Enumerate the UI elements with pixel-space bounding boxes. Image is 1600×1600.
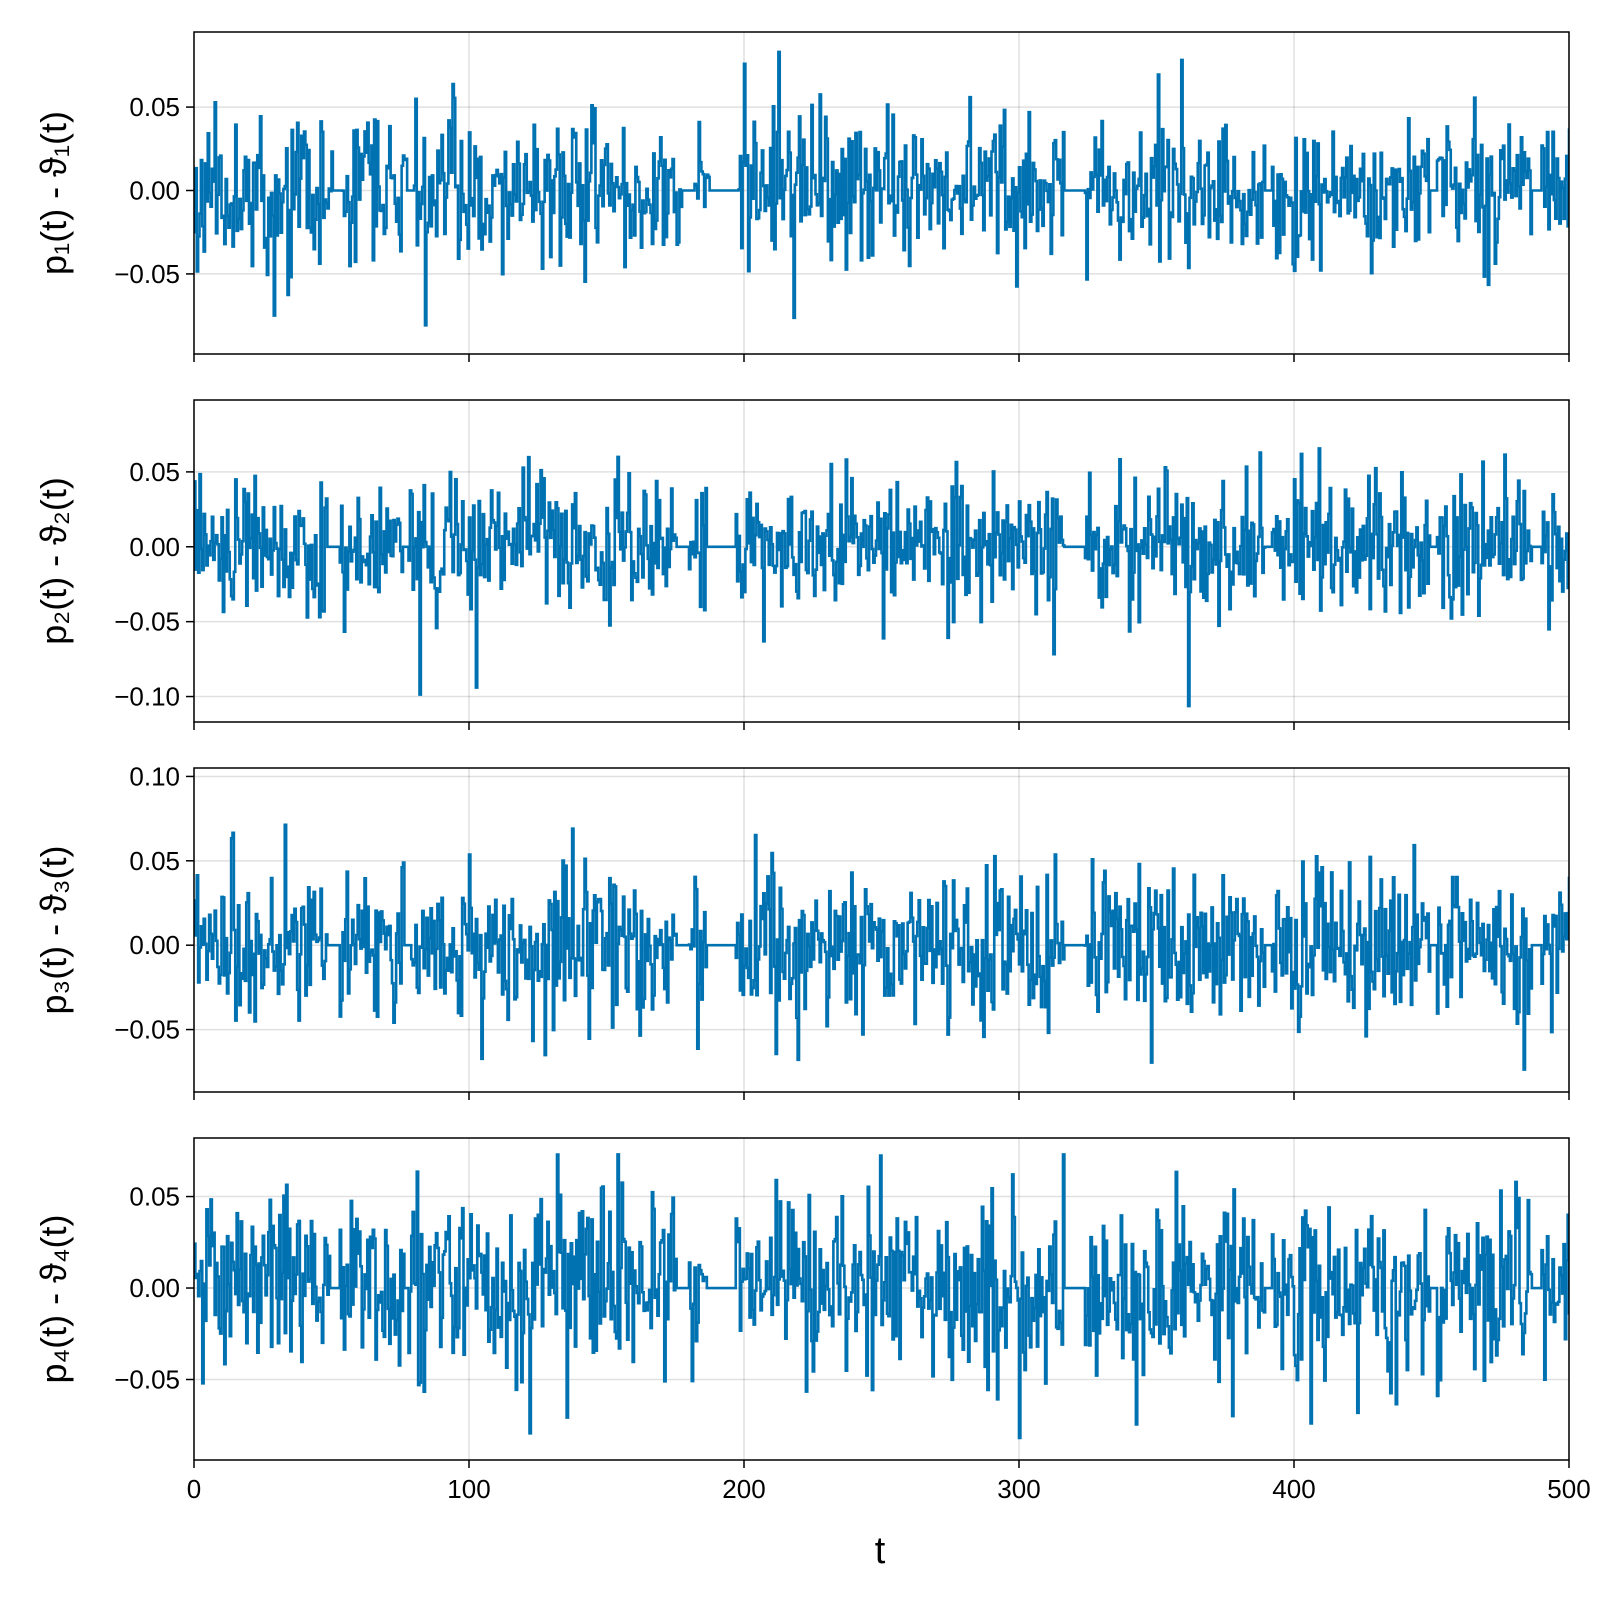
y-tick-label: 0.00 <box>129 930 180 960</box>
y-tick-label: −0.05 <box>114 607 180 637</box>
y-tick-label: 0.05 <box>129 457 180 487</box>
x-tick-label: 200 <box>722 1474 765 1504</box>
panels: −0.05 0.00 0.05 p₁(t) - ϑ₁(t) −0.10 −0.05 0.00… <box>33 31 1591 1504</box>
axes-frame <box>193 31 1570 355</box>
x-tick-label: 300 <box>997 1474 1040 1504</box>
y-tick-label: 0.00 <box>129 532 180 562</box>
y-axis-label: p₃(t) - ϑ₃(t) <box>33 846 74 1015</box>
y-tick-label: 0.00 <box>129 1273 180 1303</box>
y-tick-label: 0.05 <box>129 92 180 122</box>
panel-4: 0 100 200 300 400 500 −0.05 0.00 0.05 p₄(t) - ϑ₄(… <box>33 1137 1591 1504</box>
x-tick-label: 100 <box>447 1474 490 1504</box>
series-line <box>194 50 1569 327</box>
panel-1: −0.05 0.00 0.05 p₁(t) - ϑ₁(t) <box>33 31 1570 362</box>
axes-frame <box>193 1137 1570 1461</box>
y-tick-label: −0.05 <box>114 1015 180 1045</box>
y-tick-label: −0.05 <box>114 259 180 289</box>
panel-3: −0.05 0.00 0.05 0.10 p₃(t) - ϑ₃(t) <box>33 761 1570 1100</box>
axes-frame <box>193 767 1570 1093</box>
x-tick-label: 500 <box>1547 1474 1590 1504</box>
y-tick-label: 0.00 <box>129 175 180 205</box>
y-tick-label: 0.05 <box>129 846 180 876</box>
y-tick-label: −0.05 <box>114 1365 180 1395</box>
y-axis-label: p₁(t) - ϑ₁(t) <box>33 111 74 275</box>
series-line <box>194 447 1569 708</box>
series-line <box>194 823 1569 1071</box>
x-tick-label: 0 <box>187 1474 201 1504</box>
y-tick-label: 0.05 <box>129 1182 180 1212</box>
y-axis-label: p₂(t) - ϑ₂(t) <box>33 477 74 645</box>
series-line <box>194 1153 1569 1440</box>
x-tick-label: 400 <box>1272 1474 1315 1504</box>
x-axis-label: t <box>875 1530 886 1572</box>
axes-frame <box>193 399 1570 723</box>
y-tick-label: 0.10 <box>129 761 180 791</box>
y-tick-label: −0.10 <box>114 682 180 712</box>
y-axis-label: p₄(t) - ϑ₄(t) <box>33 1214 74 1383</box>
panel-2: −0.10 −0.05 0.00 0.05 p₂(t) - ϑ₂(t) <box>33 399 1570 730</box>
